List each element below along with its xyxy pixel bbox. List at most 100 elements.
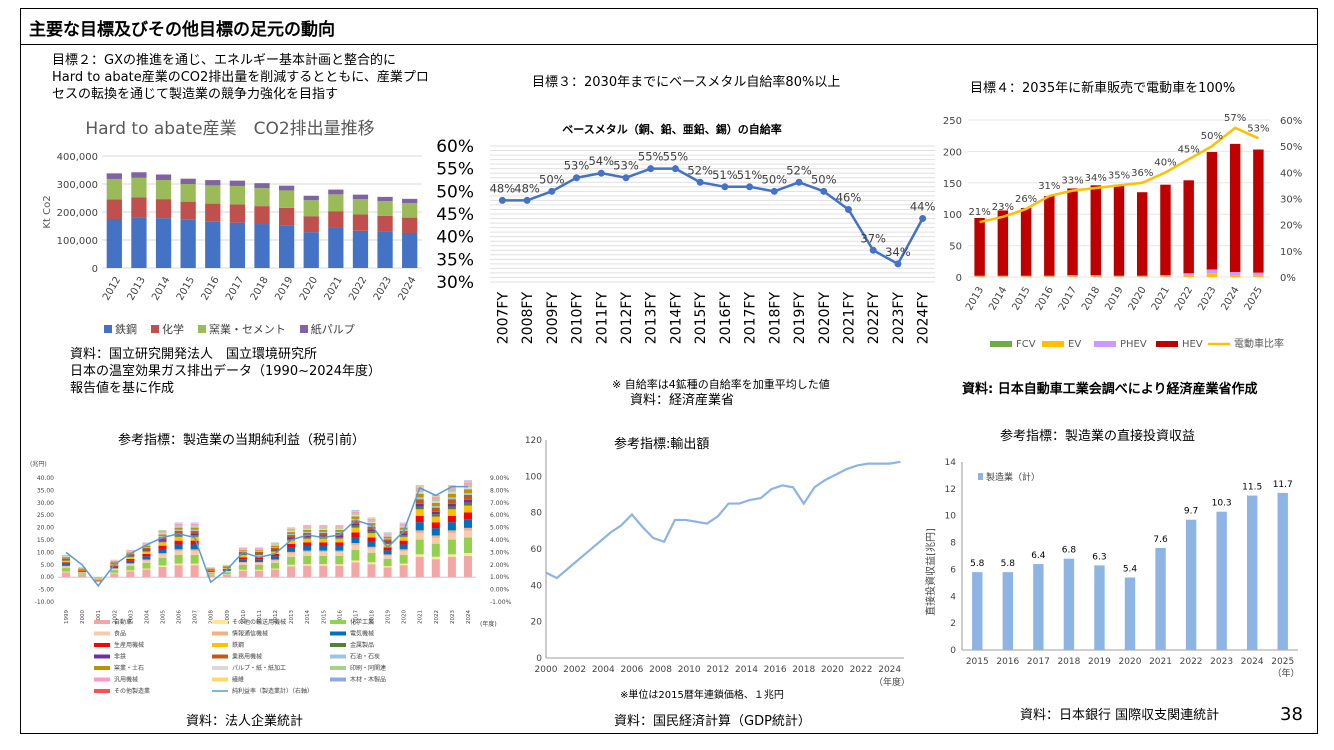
export-xtick: 2004 <box>592 665 615 675</box>
profit-legend-swatch <box>212 677 228 682</box>
profit-bar-segment <box>431 522 440 529</box>
co2-bar-紙パルプ <box>402 198 418 204</box>
goal4-label: 目標４：2035年に新車販売で電動車を100% <box>970 81 1236 96</box>
ev-ratio-label: 35% <box>1108 170 1130 181</box>
ref2-note: ※単位は2015暦年連鎖価格、１兆円 <box>620 690 784 701</box>
ev-xtick: 2014 <box>987 285 1009 313</box>
profit-bar-segment <box>463 530 472 538</box>
profit-bar-segment <box>463 493 472 495</box>
fdi-legend-label: 製造業（計） <box>986 471 1040 483</box>
profit-bar-segment <box>399 525 408 527</box>
profit-bar-segment <box>415 499 424 504</box>
profit-bar-segment <box>303 555 312 565</box>
ev-y2tick: 40% <box>1280 168 1302 179</box>
ev-legend-swatch <box>990 341 1012 347</box>
profit-bar-segment <box>287 547 296 552</box>
profit-bar-segment <box>62 560 71 563</box>
profit-legend-swatch <box>94 620 110 624</box>
profit-legend-label: 非鉄 <box>114 653 126 661</box>
profit-bar-segment <box>78 569 87 571</box>
profit-bar-segment <box>142 551 151 554</box>
profit-legend-label: パルプ・紙・紙加工 <box>232 664 286 672</box>
profit-bar-segment <box>367 562 376 565</box>
ref3-label: 参考指標：製造業の直接投資収益 <box>1000 429 1196 444</box>
profit-bar-segment <box>174 523 183 524</box>
ev-bar-HEV <box>1160 184 1171 276</box>
metal-data-label: 55% <box>638 150 664 164</box>
metal-ytick: 30% <box>436 273 474 293</box>
profit-xtick: 2021 <box>418 610 424 624</box>
profit-bar-segment <box>126 551 135 553</box>
profit-bar-segment <box>367 529 376 532</box>
metal-point <box>647 165 655 173</box>
profit-bar-segment <box>254 550 263 552</box>
profit-bar-segment <box>447 509 456 516</box>
metal-ytick: 40% <box>436 228 474 248</box>
profit-bar-segment <box>174 530 183 534</box>
profit-bar-segment <box>319 552 328 556</box>
profit-bar-segment <box>238 564 247 570</box>
fdi-data-label: 5.8 <box>1001 559 1016 569</box>
profit-y2tick: 8.00% <box>490 487 509 494</box>
profit-bar-segment <box>271 550 280 552</box>
profit-bar-segment <box>431 514 440 517</box>
profit-bar-segment <box>62 559 71 561</box>
profit-bar-segment <box>62 571 71 573</box>
profit-bar-segment <box>319 564 328 566</box>
profit-bar-segment <box>383 542 392 545</box>
metal-xtick: 2018FY <box>767 292 783 345</box>
co2-xtick: 2017 <box>224 275 246 303</box>
profit-bar-segment <box>174 522 183 524</box>
co2-xtick: 2022 <box>347 275 369 303</box>
profit-bar-segment <box>383 547 392 551</box>
ref3-source: 資料：日本銀行 国際収支関連統計 <box>1020 708 1220 723</box>
profit-bar-segment <box>303 535 312 538</box>
profit-bar-segment <box>319 527 328 529</box>
profit-bar-segment <box>367 548 376 553</box>
ev-ratio-label: 33% <box>1061 176 1083 187</box>
profit-bar-segment <box>447 503 456 507</box>
profit-bar-segment <box>335 538 344 543</box>
profit-bar-segment <box>222 568 231 569</box>
ev-legend-swatch <box>1094 341 1116 347</box>
fdi-ytick: 6 <box>950 565 956 575</box>
profit-xtick: 2014 <box>305 610 311 624</box>
profit-bar-segment <box>463 480 472 482</box>
profit-legend-label: その他製造業 <box>114 687 150 695</box>
ev-bar-PHEV <box>1183 273 1194 276</box>
profit-bar-segment <box>206 575 215 578</box>
metal-xtick: 2013FY <box>644 292 660 345</box>
profit-bar-segment <box>431 507 440 512</box>
profit-bar-segment <box>383 544 392 548</box>
profit-xtick: 2016 <box>337 610 343 624</box>
profit-bar-segment <box>287 535 296 538</box>
profit-bar-segment <box>351 532 360 538</box>
profit-y2tick: 5.00% <box>490 525 509 532</box>
fdi-bar <box>1094 565 1105 650</box>
profit-bar-segment <box>415 530 424 534</box>
co2-title: Hard to abate産業 CO2排出量推移 <box>85 119 374 139</box>
ev-bar-HEV <box>1044 195 1055 276</box>
profit-bar-segment <box>351 549 360 561</box>
page-title: 主要な目標及びその他目標の足元の動向 <box>29 20 335 40</box>
ev-ratio-label: 34% <box>1085 173 1107 184</box>
profit-bar-segment <box>254 551 263 554</box>
profit-bar-segment <box>335 555 344 565</box>
ev-bar-EV <box>1067 276 1078 277</box>
profit-bar-segment <box>415 497 424 500</box>
profit-bar-segment <box>142 556 151 560</box>
goal2-line-2: Hard to abate産業のCO2排出量を削減するとともに、産業プロ <box>52 70 429 85</box>
metal-ytick: 35% <box>436 250 474 270</box>
profit-bar-segment <box>190 530 199 534</box>
fdi-xtick: 2022 <box>1180 657 1203 667</box>
metal-xtick: 2010FY <box>570 292 586 345</box>
co2-xtick: 2016 <box>199 275 221 303</box>
profit-bar-segment <box>142 569 151 578</box>
profit-xtick: 2024 <box>466 610 472 624</box>
ev-ytick: 200 <box>943 147 962 158</box>
profit-xtick: 2022 <box>434 610 440 624</box>
ev-ratio-line <box>979 126 1259 224</box>
profit-bar-segment <box>174 525 183 527</box>
profit-bar-segment <box>142 553 151 557</box>
fdi-xtick: 2021 <box>1149 657 1172 667</box>
